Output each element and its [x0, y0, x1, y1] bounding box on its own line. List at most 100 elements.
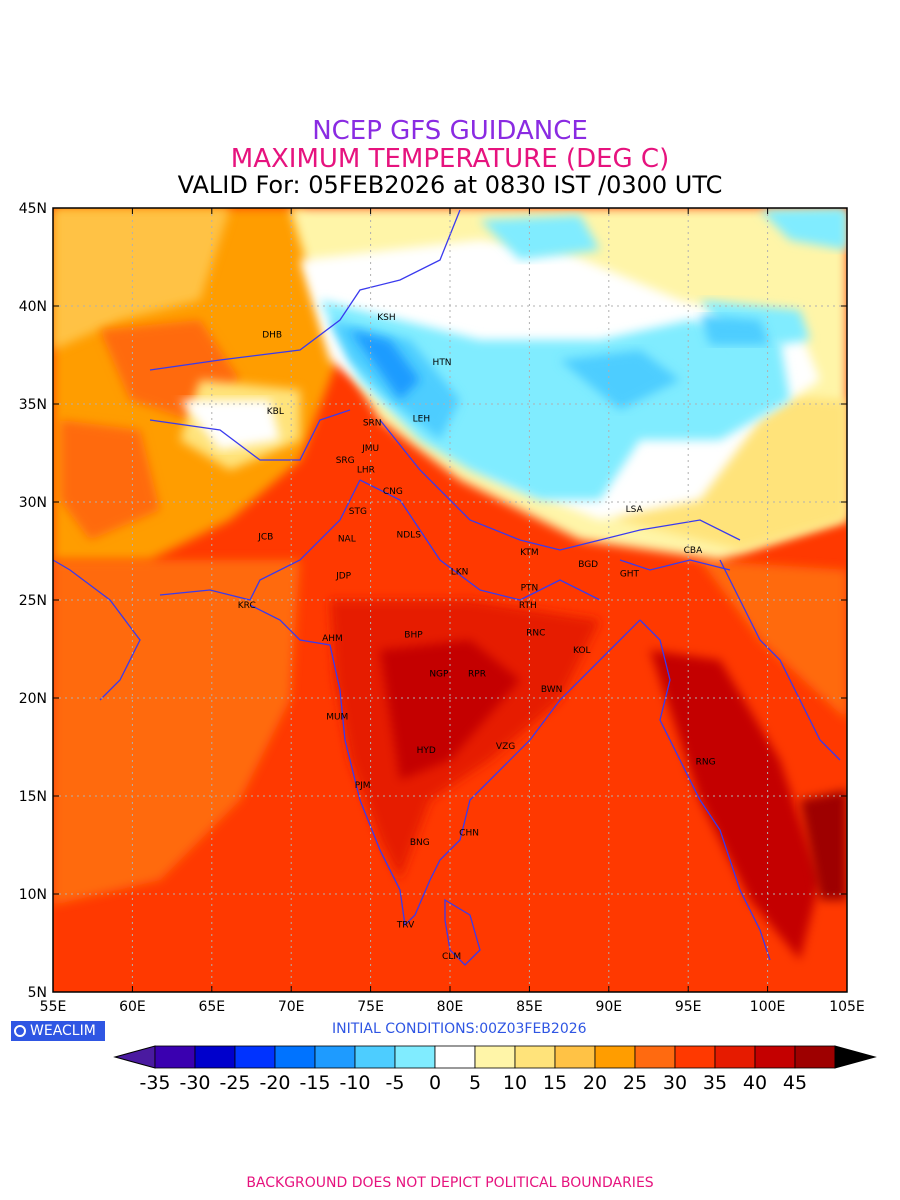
chart-subtitle: MAXIMUM TEMPERATURE (DEG C)	[230, 144, 670, 174]
colorbar-label: 10	[503, 1072, 527, 1094]
city-label: SRN	[363, 419, 382, 429]
lat-label: 15N	[19, 789, 47, 805]
lon-label: 55E	[40, 999, 67, 1015]
city-label: NDLS	[397, 530, 422, 540]
colorbar-label: -35	[139, 1072, 170, 1094]
colorbar-swatch	[394, 1045, 436, 1069]
colorbar-label: 35	[703, 1072, 727, 1094]
colorbar-swatch	[274, 1045, 316, 1069]
lat-label: 20N	[19, 691, 47, 707]
weaclim-logo: WEACLIM	[11, 1021, 105, 1041]
longitude-labels: 55E 60E 65E 70E 75E 80E 85E 90E 95E 100E 105E	[40, 999, 865, 1015]
city-label: KSH	[377, 313, 395, 323]
lat-label: 35N	[19, 397, 47, 413]
city-label: PTN	[521, 583, 539, 593]
colorbar-label: -25	[219, 1072, 250, 1094]
colorbar-swatch	[794, 1045, 836, 1069]
city-label: TRV	[396, 920, 415, 930]
colorbar-label: 15	[543, 1072, 567, 1094]
footer-note: BACKGROUND DOES NOT DEPICT POLITICAL BOU…	[246, 1175, 654, 1191]
colorbar-label: 20	[583, 1072, 607, 1094]
city-label: HTN	[433, 358, 452, 368]
city-label: BWN	[541, 685, 563, 695]
colorbar-swatch	[434, 1045, 476, 1069]
temperature-field	[53, 208, 847, 992]
city-label: LKN	[451, 568, 469, 578]
lat-lon-grid	[53, 208, 847, 992]
city-label: RNG	[696, 758, 716, 768]
chart-title: NCEP GFS GUIDANCE	[312, 116, 588, 146]
city-label: JCB	[257, 532, 273, 542]
city-label: DHB	[262, 330, 282, 340]
city-label: VZG	[496, 742, 515, 752]
colorbar-label: 30	[663, 1072, 687, 1094]
colorbar-below-triangle	[113, 1045, 156, 1069]
lon-label: 85E	[516, 999, 543, 1015]
city-label: NGP	[429, 670, 449, 680]
colorbar-swatch	[474, 1045, 516, 1069]
city-label: BGD	[578, 560, 598, 570]
lon-label: 60E	[119, 999, 146, 1015]
city-label: KBL	[267, 407, 284, 417]
lon-label: 90E	[595, 999, 622, 1015]
colorbar-labels: -35 -30 -25 -20 -15 -10 -5 0 5 10 15 20 25 30 35 40 45	[139, 1072, 807, 1094]
valid-time: VALID For: 05FEB2026 at 0830 IST /0300 U…	[177, 171, 723, 199]
lon-label: 65E	[198, 999, 225, 1015]
colorbar-label: 40	[743, 1072, 767, 1094]
colorbar-swatch	[714, 1045, 756, 1069]
lon-label: 100E	[750, 999, 786, 1015]
logo-text: WEACLIM	[30, 1023, 96, 1039]
city-label: CNG	[383, 487, 403, 497]
lat-label: 5N	[28, 985, 47, 1001]
globe-icon	[14, 1025, 26, 1037]
lat-label: 30N	[19, 495, 47, 511]
lon-label: 80E	[437, 999, 464, 1015]
colorbar-label: -15	[299, 1072, 330, 1094]
city-label: AHM	[322, 634, 343, 644]
colorbar-swatch	[194, 1045, 236, 1069]
colorbar-swatch	[594, 1045, 636, 1069]
colorbar-swatch	[234, 1045, 276, 1069]
lat-label: 25N	[19, 593, 47, 609]
city-label: LEH	[413, 415, 430, 425]
city-label: CHN	[459, 828, 479, 838]
lat-label: 45N	[19, 201, 47, 217]
lat-label: 40N	[19, 299, 47, 315]
lon-label: 95E	[675, 999, 702, 1015]
colorbar-swatch	[754, 1045, 796, 1069]
city-label: KRC	[238, 601, 256, 611]
colorbar-label: 5	[469, 1072, 481, 1094]
city-label: MUM	[326, 713, 348, 723]
city-label: KTM	[520, 548, 538, 558]
city-label: CBA	[684, 546, 703, 556]
colorbar	[113, 1045, 877, 1069]
city-label: BHP	[404, 630, 423, 640]
city-label: LSA	[626, 505, 644, 515]
city-label: HYD	[417, 746, 436, 756]
city-label: GHT	[620, 570, 640, 580]
city-label: JDP	[335, 572, 352, 582]
city-label: CLM	[442, 952, 461, 962]
city-label: JMU	[361, 444, 379, 454]
city-label: RPR	[468, 670, 486, 680]
colorbar-swatch	[674, 1045, 716, 1069]
axis-ticks	[52, 207, 848, 993]
initial-conditions: INITIAL CONDITIONS:00Z03FEB2026	[332, 1021, 587, 1037]
colorbar-label: -20	[259, 1072, 290, 1094]
colorbar-label: 45	[783, 1072, 807, 1094]
lat-label: 10N	[19, 887, 47, 903]
colorbar-label: 25	[623, 1072, 647, 1094]
lon-label: 105E	[829, 999, 865, 1015]
city-label: NAL	[338, 534, 356, 544]
city-label: KOL	[573, 646, 591, 656]
colorbar-swatch	[354, 1045, 396, 1069]
city-label: RNC	[526, 628, 545, 638]
lon-label: 70E	[278, 999, 305, 1015]
colorbar-swatch	[634, 1045, 676, 1069]
colorbar-swatch	[554, 1045, 596, 1069]
colorbar-swatch	[314, 1045, 356, 1069]
colorbar-label: -30	[179, 1072, 210, 1094]
lon-label: 75E	[357, 999, 384, 1015]
